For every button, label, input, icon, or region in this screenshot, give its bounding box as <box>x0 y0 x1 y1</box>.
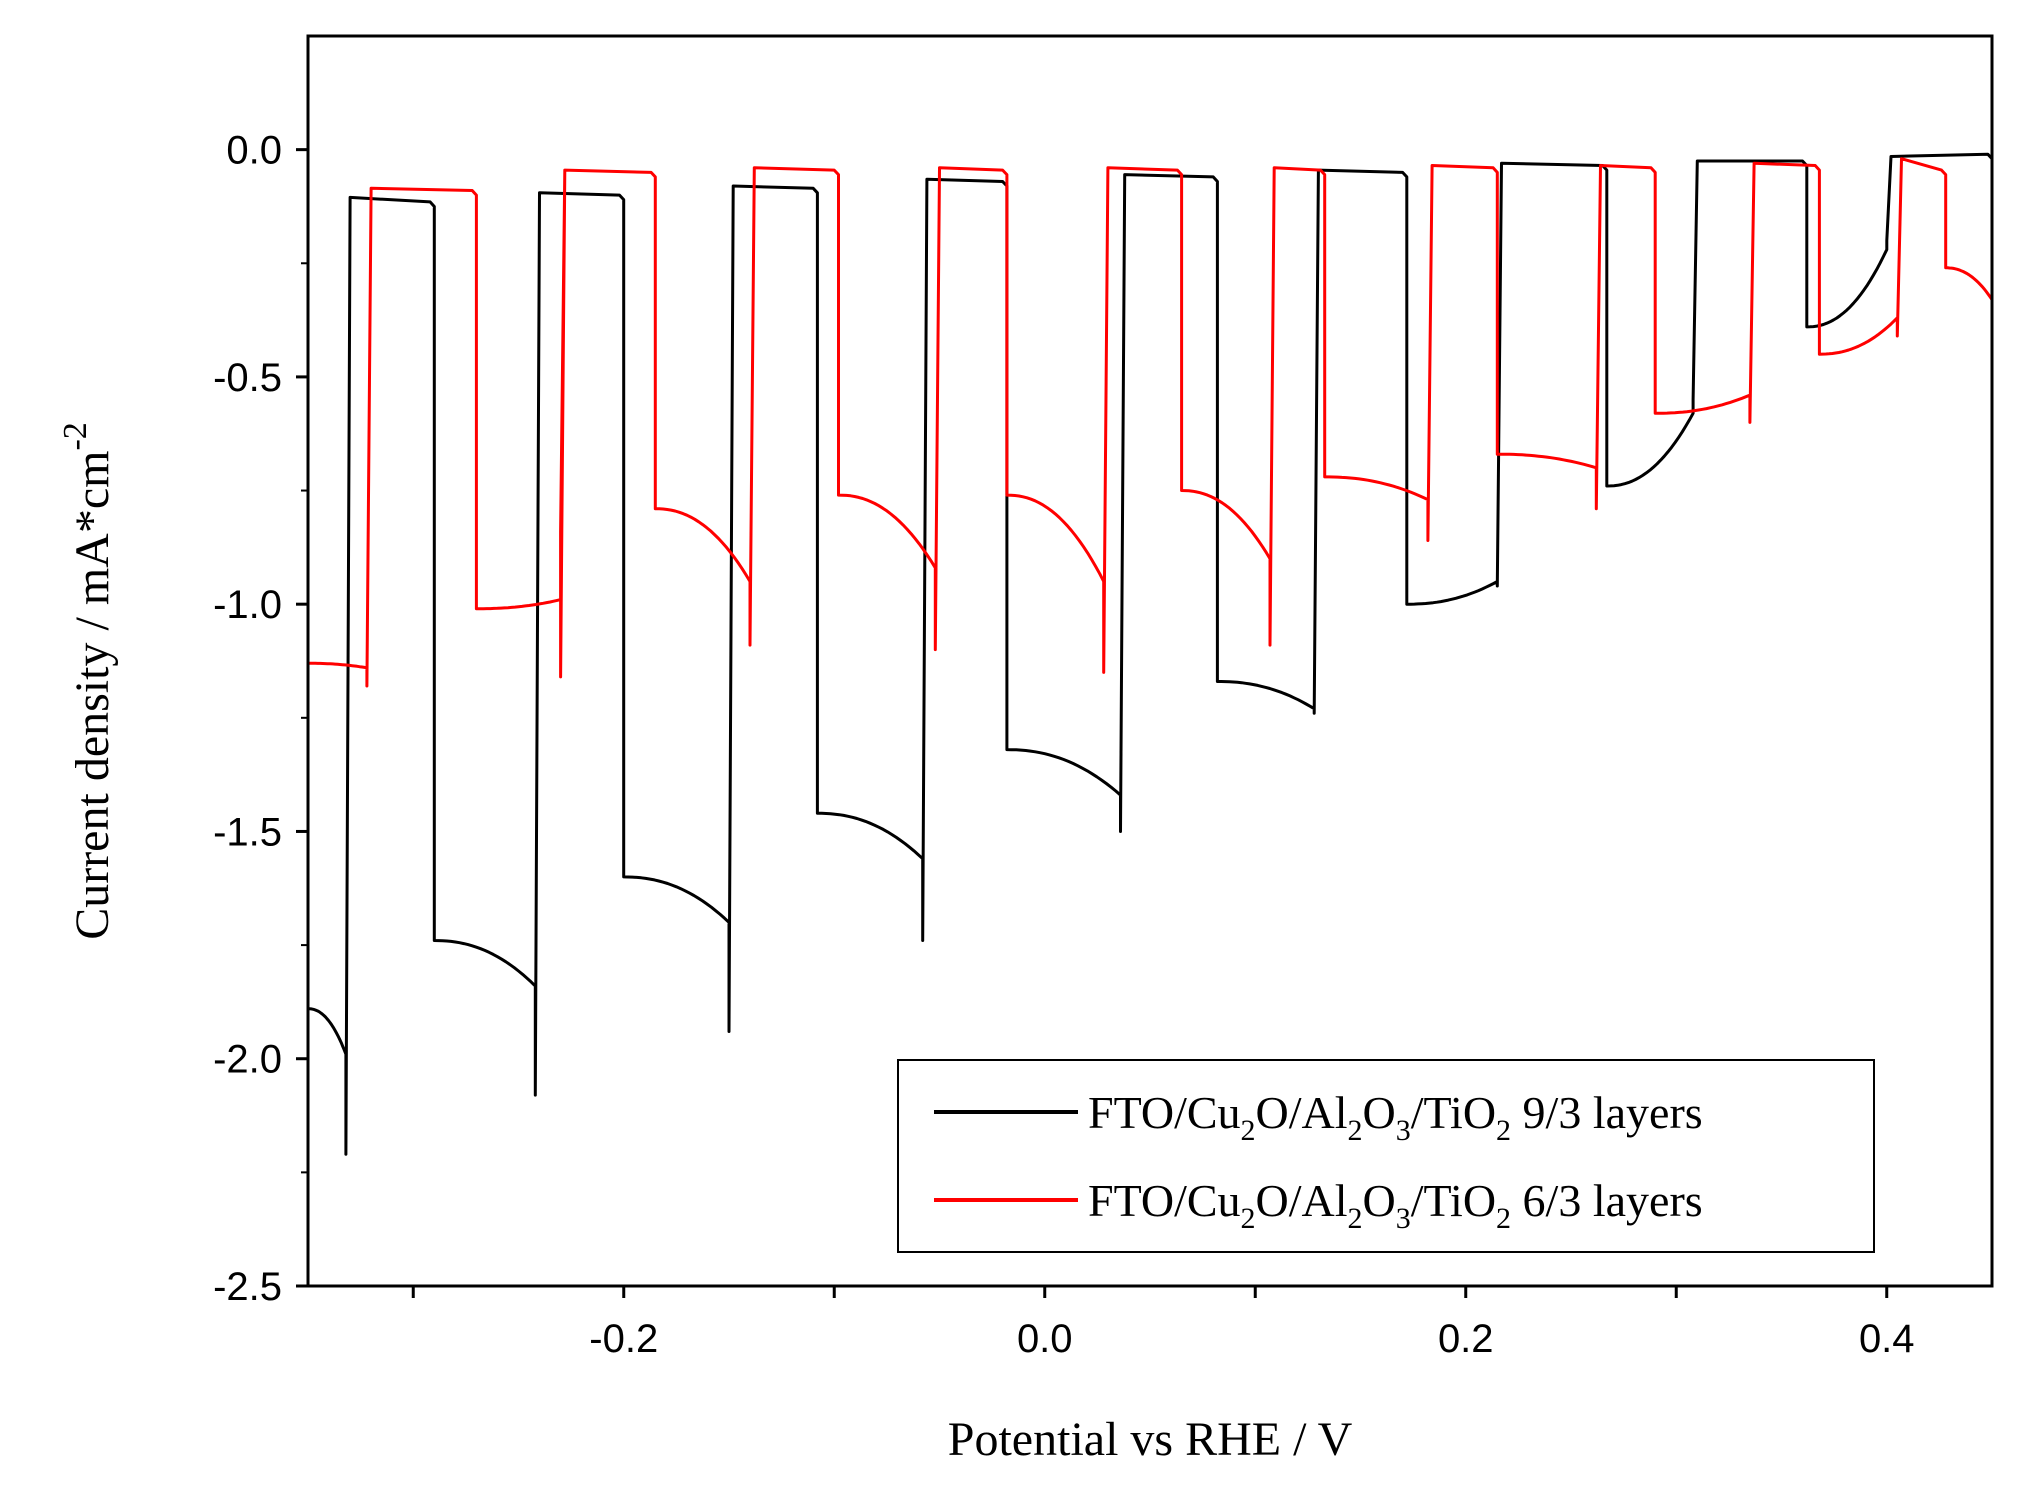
y-tick-label: -1.0 <box>213 583 282 627</box>
legend: FTO/Cu2O/Al2O3/TiO2 9/3 layersFTO/Cu2O/A… <box>897 1059 1875 1253</box>
legend-label-2: FTO/Cu2O/Al2O3/TiO2 6/3 layers <box>1088 1175 1703 1235</box>
y-tick-label: -1.5 <box>213 810 282 854</box>
legend-text-part: O <box>1363 1175 1396 1226</box>
x-tick-label: 0.0 <box>1017 1317 1073 1361</box>
legend-subscript: 2 <box>1348 1114 1363 1147</box>
series-line-1 <box>307 152 1994 1156</box>
legend-subscript: 2 <box>1496 1202 1511 1235</box>
legend-subscript: 2 <box>1496 1114 1511 1147</box>
legend-box <box>897 1059 1875 1253</box>
legend-subscript: 2 <box>1241 1114 1256 1147</box>
legend-subscript: 3 <box>1396 1114 1411 1147</box>
series-line-2 <box>308 157 1994 688</box>
y-tick-label: 0.0 <box>226 129 282 173</box>
legend-subscript: 2 <box>1241 1202 1256 1235</box>
series-group <box>307 152 1994 1156</box>
y-axis-title-main: Current density / mA*cm <box>66 451 119 940</box>
legend-text-part: /TiO <box>1411 1175 1496 1226</box>
x-tick-label: -0.2 <box>589 1317 658 1361</box>
x-tick-label: 0.4 <box>1859 1317 1915 1361</box>
legend-text-part: 6/3 layers <box>1511 1175 1703 1226</box>
legend-subscript: 3 <box>1396 1202 1411 1235</box>
ticks-group: -0.2 0.0 0.2 0.4 -2.5 -2.0 -1.5 -1.0 -0.5 0.0 <box>213 129 1914 1361</box>
legend-text-part: O/Al <box>1256 1087 1348 1138</box>
legend-text-part: O <box>1363 1087 1396 1138</box>
y-tick-label: -2.0 <box>213 1038 282 1082</box>
y-tick-label: -0.5 <box>213 356 282 400</box>
plot-frame <box>306 34 1994 1288</box>
legend-text-part: FTO/Cu <box>1088 1175 1241 1226</box>
y-tick-label: -2.5 <box>213 1265 282 1309</box>
y-axis-title-superscript: -2 <box>57 422 94 450</box>
legend-text-part: 9/3 layers <box>1511 1087 1703 1138</box>
legend-text-part: O/Al <box>1256 1175 1348 1226</box>
legend-subscript: 2 <box>1348 1202 1363 1235</box>
y-axis-title: Current density / mA*cm-2 <box>57 422 119 940</box>
x-tick-label: 0.2 <box>1438 1317 1494 1361</box>
legend-label-1: FTO/Cu2O/Al2O3/TiO2 9/3 layers <box>1088 1087 1703 1147</box>
legend-text-part: /TiO <box>1411 1087 1496 1138</box>
legend-text-part: FTO/Cu <box>1088 1087 1241 1138</box>
x-axis-title: Potential vs RHE / V <box>948 1413 1353 1466</box>
